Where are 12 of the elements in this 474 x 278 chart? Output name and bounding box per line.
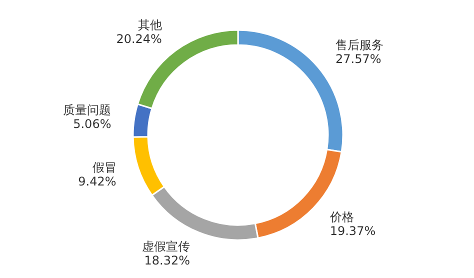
- data-label: 9.42%: [78, 174, 116, 189]
- slice-label: 质量问题: [63, 103, 112, 118]
- data-label: 19.37%: [330, 224, 376, 238]
- slice-label: 假冒: [92, 160, 116, 175]
- data-label: 27.57%: [336, 52, 382, 66]
- data-label: 20.24%: [116, 32, 162, 46]
- slice-label: 售后服务: [336, 38, 384, 52]
- slice-label: 其他: [138, 18, 162, 32]
- slice-label: 虚假宣传: [142, 240, 190, 254]
- slice-label: 价格: [328, 210, 354, 224]
- data-label: 18.32%: [144, 254, 190, 268]
- data-label: 5.06%: [73, 117, 112, 132]
